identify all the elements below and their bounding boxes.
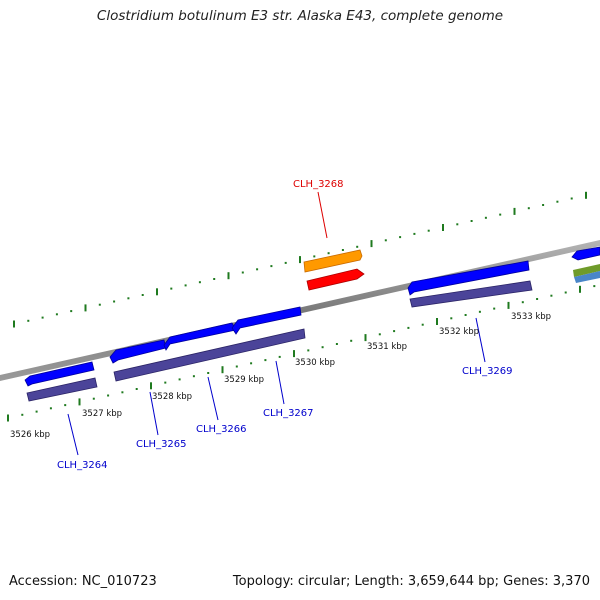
accession-text: Accession: NC_010723: [9, 574, 157, 589]
scale-label-3528: 3528 kbp: [152, 392, 192, 402]
track-block-1[interactable]: [26, 377, 98, 402]
gene-label-clh-3265[interactable]: CLH_3265: [136, 439, 187, 450]
track-block-3[interactable]: [409, 280, 533, 308]
scale-label-3530: 3530 kbp: [295, 358, 335, 368]
upper-tick-track: [13, 191, 587, 328]
gene-clh-3268[interactable]: [303, 249, 365, 291]
gene-arrow-offscreen[interactable]: [571, 246, 600, 261]
track-block-teal[interactable]: [574, 271, 600, 283]
gene-callout-line: [317, 191, 328, 239]
reverse-track: [26, 264, 600, 402]
scale-label-3531: 3531 kbp: [367, 342, 407, 352]
gene-callouts: [67, 317, 486, 456]
gene-arrow-clh-3264[interactable]: [24, 361, 95, 387]
gene-arrow-clh-3267[interactable]: [231, 306, 302, 335]
gene-label-clh-3264[interactable]: CLH_3264: [57, 460, 108, 471]
scale-label-3527: 3527 kbp: [82, 409, 122, 419]
gene-arrow-clh-3265[interactable]: [109, 339, 167, 364]
scale-label-3529: 3529 kbp: [224, 375, 264, 385]
gene-arrow-red[interactable]: [306, 268, 365, 291]
gene-label-clh-3268[interactable]: CLH_3268: [293, 179, 344, 190]
gene-label-clh-3267[interactable]: CLH_3267: [263, 408, 314, 419]
scale-label-3532: 3532 kbp: [439, 327, 479, 337]
gene-arrow-clh-3266[interactable]: [163, 322, 237, 351]
genome-title: Clostridium botulinum E3 str. Alaska E43…: [96, 8, 504, 24]
scale-label-3526: 3526 kbp: [10, 430, 50, 440]
forward-genes: [24, 246, 600, 387]
gene-arrow-clh-3269[interactable]: [407, 260, 530, 296]
scale-label-3533: 3533 kbp: [511, 312, 551, 322]
gene-arrow-orange[interactable]: [303, 249, 363, 273]
lower-tick-track: [7, 285, 596, 422]
track-block-2[interactable]: [113, 328, 306, 382]
gene-label-clh-3266[interactable]: CLH_3266: [196, 424, 247, 435]
gene-label-clh-3269[interactable]: CLH_3269: [462, 366, 513, 377]
track-block-green[interactable]: [573, 264, 600, 277]
genome-summary-text: Topology: circular; Length: 3,659,644 bp…: [232, 574, 590, 589]
